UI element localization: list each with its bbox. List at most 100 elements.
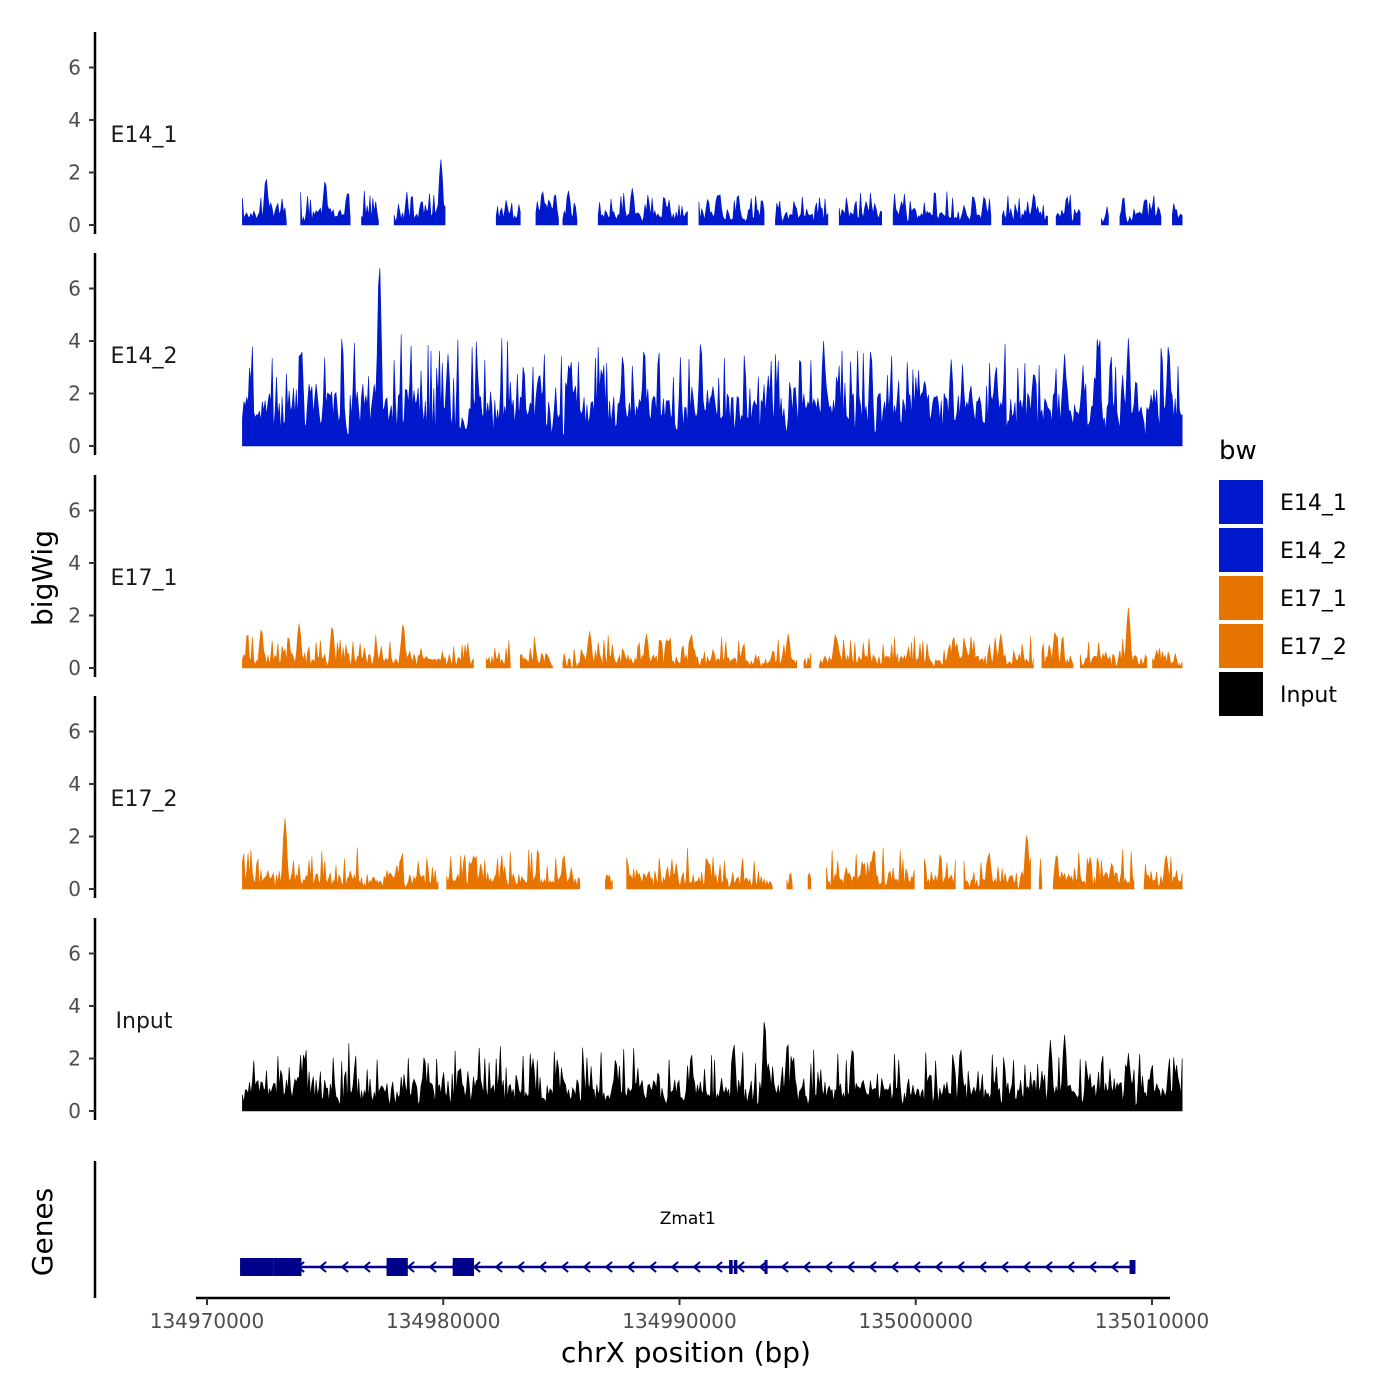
coverage-area (819, 633, 1034, 669)
y-tick-label: 4 (68, 994, 81, 1018)
y-axis-title: bigWig (26, 530, 59, 626)
track-panel-E17_2: 0 2 4 6 E17_2 (68, 696, 1183, 901)
gene-exon (733, 1260, 738, 1274)
strand-arrow (340, 1261, 349, 1273)
strand-arrow (1088, 1261, 1097, 1273)
coverage-area (242, 1022, 1183, 1112)
gene-exon (386, 1258, 408, 1276)
strand-arrow (868, 1261, 877, 1273)
strand-arrow (560, 1261, 569, 1273)
x-tick-label: 134970000 (150, 1309, 265, 1333)
strand-arrow (692, 1261, 701, 1273)
y-tick-label: 2 (68, 161, 81, 185)
legend-swatch (1219, 672, 1263, 716)
legend-swatch (1219, 624, 1263, 668)
strand-arrow (406, 1261, 415, 1273)
legend-label: Input (1280, 683, 1337, 708)
coverage-area (803, 653, 812, 669)
strand-arrow (582, 1261, 591, 1273)
y-tick-label: 4 (68, 551, 81, 575)
strand-arrow (1110, 1261, 1119, 1273)
coverage-area (924, 854, 956, 890)
strand-arrow (978, 1261, 987, 1273)
legend-swatch (1219, 576, 1263, 620)
legend-title: bw (1219, 436, 1257, 466)
track-panel-Input: 0 2 4 6 Input (68, 918, 1183, 1123)
legend-swatch (1219, 528, 1263, 572)
strand-arrow (648, 1261, 657, 1273)
coverage-area (361, 190, 379, 226)
strand-arrow (802, 1261, 811, 1273)
coverage-area (1172, 203, 1183, 226)
strand-arrow (472, 1261, 481, 1273)
y-tick-label: 6 (68, 720, 81, 744)
y-tick-label: 0 (68, 1099, 81, 1123)
y-tick-label: 0 (68, 213, 81, 237)
track-label: E17_1 (111, 566, 178, 591)
coverage-area (446, 849, 581, 890)
gene-exon (452, 1258, 474, 1276)
x-tick-label: 135010000 (1095, 1309, 1210, 1333)
strand-arrow (934, 1261, 943, 1273)
coverage-area (807, 872, 812, 890)
coverage-area (698, 194, 765, 226)
y-tick-label: 2 (68, 604, 81, 628)
coverage-area (242, 179, 287, 226)
coverage-area (963, 835, 1031, 890)
strand-arrow (604, 1261, 613, 1273)
y-tick-label: 6 (68, 56, 81, 80)
coverage-area (495, 200, 521, 226)
y-tick-label: 6 (68, 942, 81, 966)
strand-arrow (1044, 1261, 1053, 1273)
y-tick-label: 6 (68, 277, 81, 301)
gene-track: Zmat1 (93, 1161, 1136, 1298)
x-axis: 134970000 134980000 134990000 135000000 1350… (150, 1296, 1210, 1333)
strand-arrow (428, 1261, 437, 1273)
gene-name-label: Zmat1 (660, 1209, 716, 1229)
x-axis-title: chrX position (bp) (561, 1336, 811, 1369)
track-panel-E17_1: 0 2 4 6 E17_1 (68, 475, 1183, 680)
strand-arrow (1066, 1261, 1075, 1273)
coverage-area (1052, 849, 1135, 890)
coverage-area (242, 268, 1183, 447)
coverage-area (892, 191, 992, 226)
gene-exon (729, 1260, 733, 1274)
x-tick-label: 134980000 (386, 1309, 501, 1333)
coverage-area (300, 181, 351, 226)
y-tick-label: 4 (68, 772, 81, 796)
track-label: Input (116, 1009, 173, 1034)
gene-exon (240, 1258, 274, 1276)
coverage-area (597, 188, 688, 226)
legend: bw E14_1 E14_2 E17_1 E17_2 Input (1219, 436, 1347, 716)
coverage-area (605, 873, 613, 890)
coverage-area (786, 872, 793, 890)
coverage-area (1001, 193, 1048, 226)
coverage-area (393, 159, 446, 226)
strand-arrow (758, 1261, 767, 1273)
coverage-area (562, 190, 578, 226)
strand-arrow (538, 1261, 547, 1273)
coverage-area (1119, 195, 1162, 226)
coverage-area (520, 636, 554, 669)
gene-exon (273, 1258, 302, 1276)
strand-arrow (824, 1261, 833, 1273)
y-tick-label: 2 (68, 1047, 81, 1071)
track-panel-E14_2: 0 2 4 6 E14_2 (68, 253, 1183, 458)
coverage-area (535, 190, 559, 226)
strand-arrow (912, 1261, 921, 1273)
strand-arrow (736, 1261, 745, 1273)
strand-arrow (846, 1261, 855, 1273)
track-label: E14_2 (111, 344, 178, 369)
gene-exon (1129, 1260, 1136, 1274)
strand-arrow (714, 1261, 723, 1273)
strand-arrow (890, 1261, 899, 1273)
x-tick-label: 135000000 (858, 1309, 973, 1333)
coverage-area (838, 192, 882, 226)
coverage-area (242, 818, 439, 890)
coverage-area (626, 847, 773, 890)
coverage-area (1055, 194, 1081, 226)
y-tick-label: 0 (68, 656, 81, 680)
legend-label: E17_2 (1280, 635, 1347, 660)
